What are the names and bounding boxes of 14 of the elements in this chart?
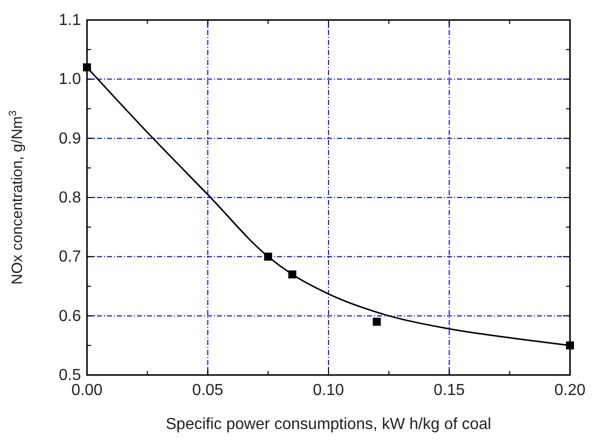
y-tick-label: 0.6 [58,308,82,325]
x-tick-label: 0.15 [434,382,465,399]
x-tick-label: 0.10 [312,382,344,399]
x-tick-label: 0.00 [71,382,103,399]
y-tick-label: 1.0 [58,71,82,88]
y-tick-label: 0.5 [58,367,82,384]
y-tick-label: 1.1 [58,12,82,29]
x-tick-label: 0.05 [192,382,224,399]
point [372,318,381,326]
y-tick-label: 0.8 [58,190,82,206]
y-tick-label: 0.7 [58,248,82,266]
x-tick-label: 0.20 [554,382,586,399]
y-tick-label: 0.9 [58,130,82,148]
x-axis-title: Specific power consumptions, kW h/kg of coal [166,416,492,433]
